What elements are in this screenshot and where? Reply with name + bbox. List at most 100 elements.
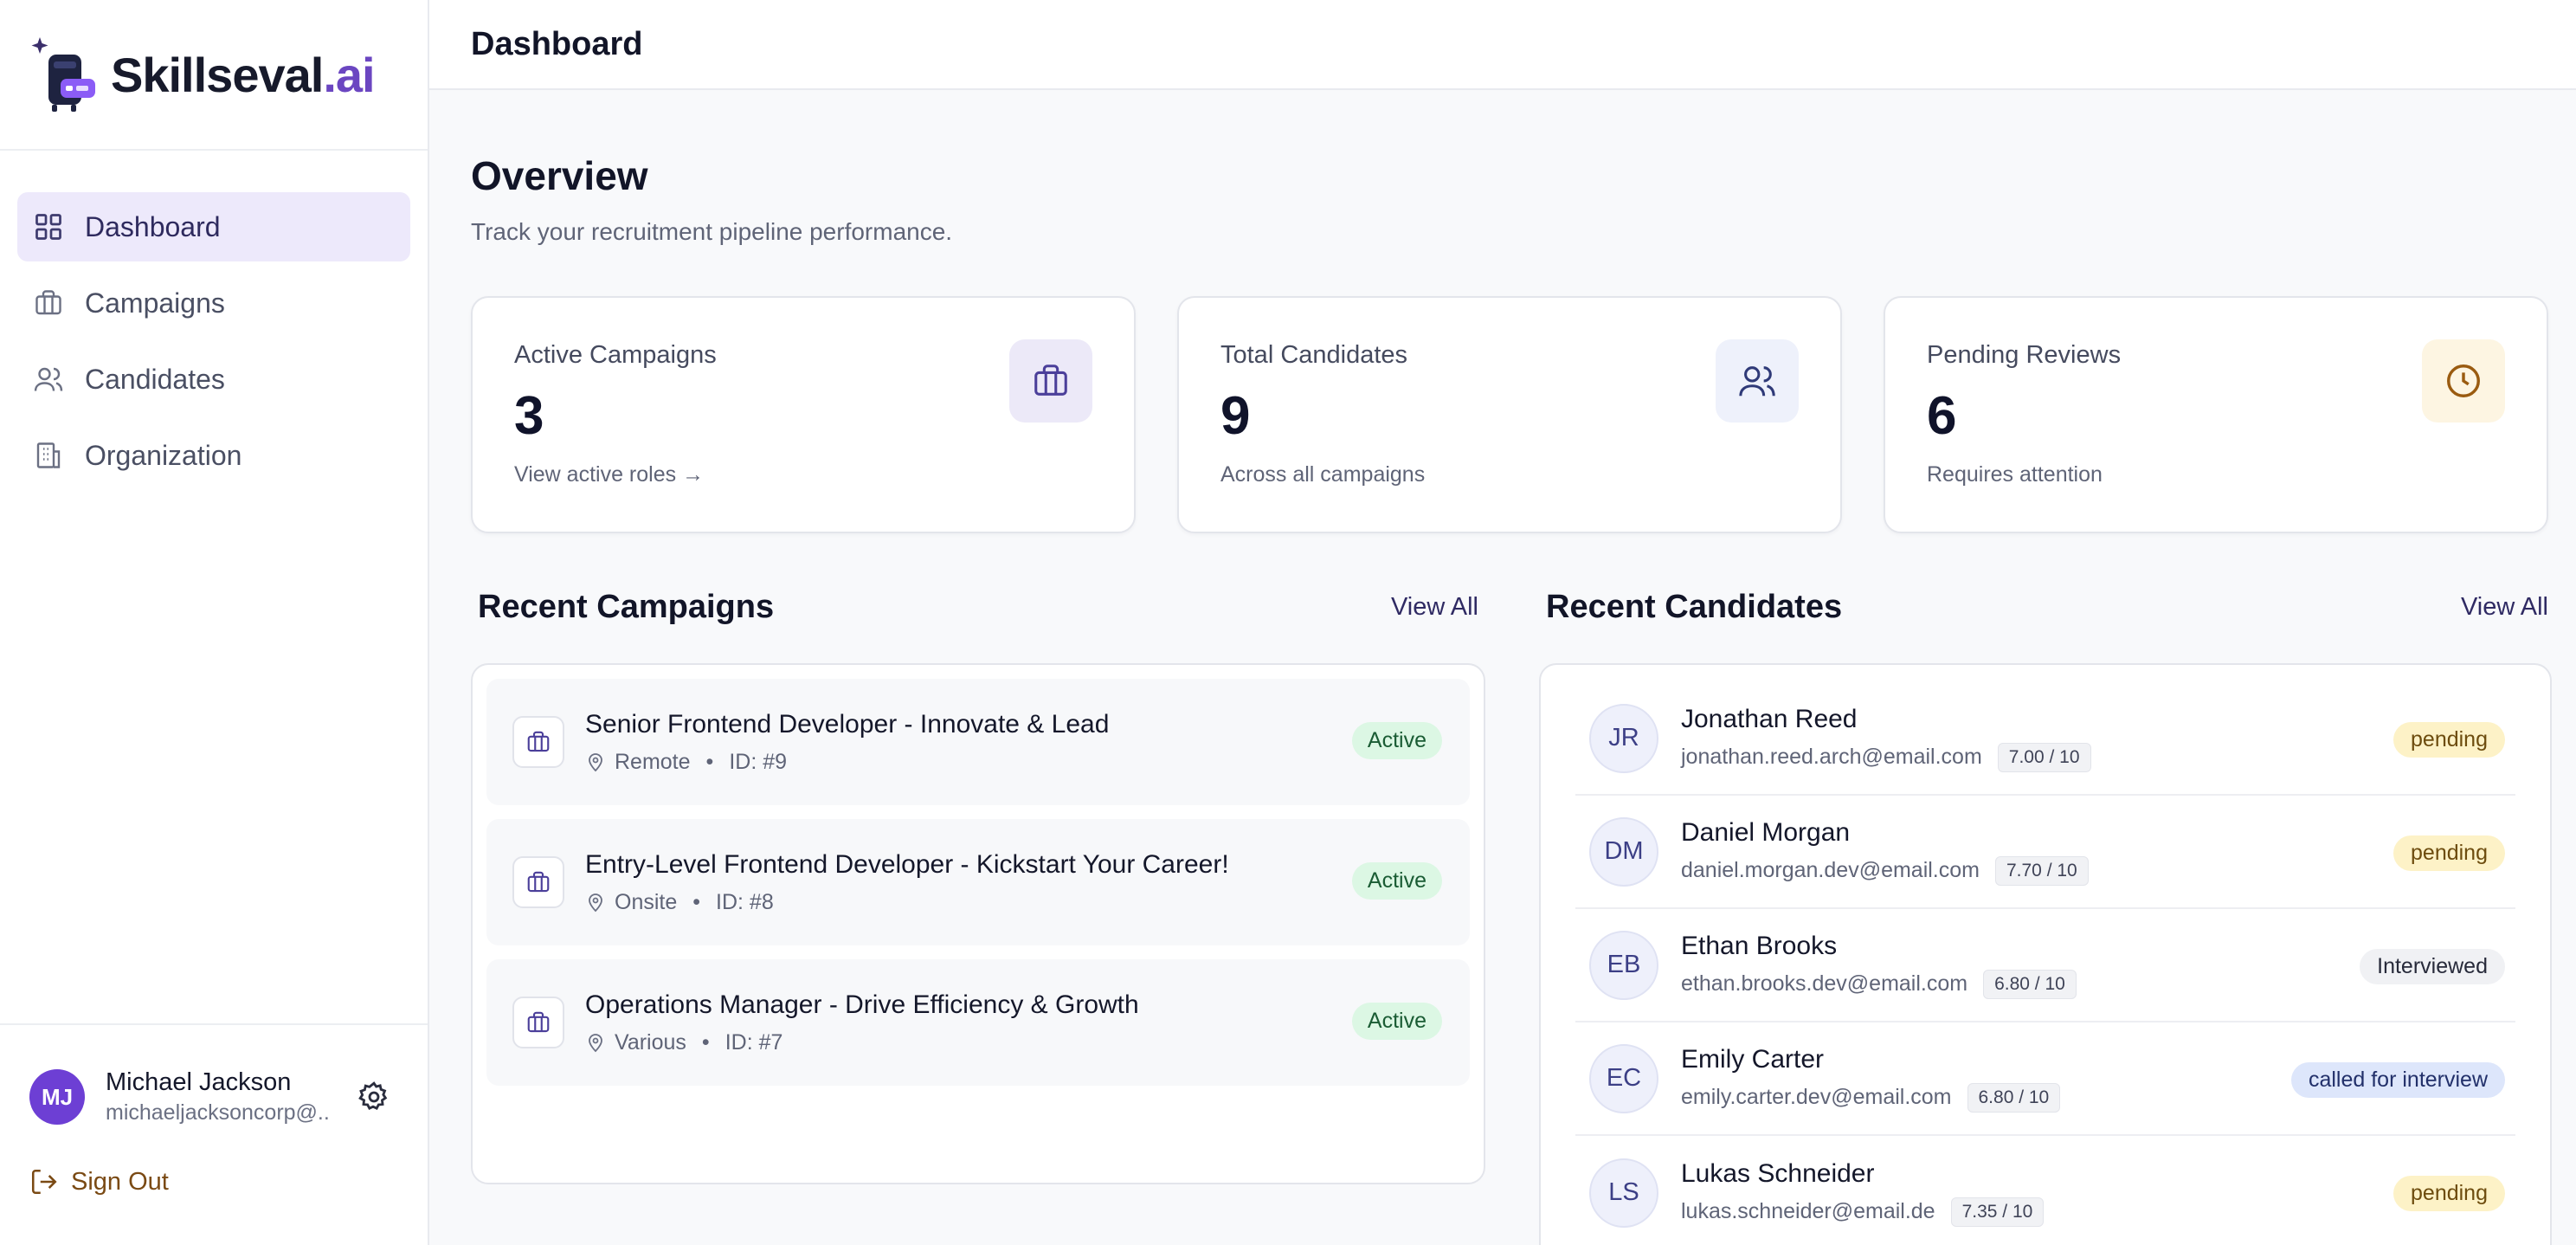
campaign-meta: Onsite • ID: #8 bbox=[585, 890, 1229, 915]
brand[interactable]: Skillseval.ai bbox=[0, 0, 428, 151]
avatar: MJ bbox=[29, 1069, 85, 1125]
briefcase-icon bbox=[1009, 339, 1092, 423]
brand-name: Skillseval.ai bbox=[111, 47, 376, 102]
status-badge: Interviewed bbox=[2360, 949, 2505, 984]
candidate-row[interactable]: EB Ethan Brooks ethan.brooks.dev@email.c… bbox=[1575, 909, 2515, 1022]
sidebar-item-candidates[interactable]: Candidates bbox=[17, 345, 410, 414]
avatar: DM bbox=[1589, 816, 1658, 887]
briefcase-icon bbox=[512, 856, 564, 908]
score-badge: 7.35 / 10 bbox=[1950, 1197, 2045, 1227]
main-content: Overview Track your recruitment pipeline… bbox=[429, 90, 2576, 1245]
stat-value: 9 bbox=[1220, 386, 1251, 446]
users-icon bbox=[31, 362, 66, 397]
candidate-email: ethan.brooks.dev@email.com bbox=[1681, 971, 1968, 996]
campaign-title: Senior Frontend Developer - Innovate & L… bbox=[585, 709, 1110, 739]
campaign-row[interactable]: Entry-Level Frontend Developer - Kicksta… bbox=[486, 819, 1470, 945]
user-name: Michael Jackson bbox=[106, 1068, 292, 1096]
sidebar-item-organization[interactable]: Organization bbox=[17, 421, 410, 490]
stat-card-total-candidates[interactable]: Total Candidates 9 Across all campaigns bbox=[1177, 296, 1842, 533]
stat-note: Requires attention bbox=[1927, 462, 2103, 487]
sidebar-item-dashboard[interactable]: Dashboard bbox=[17, 192, 410, 261]
view-active-roles-link[interactable]: View active roles → bbox=[514, 462, 705, 487]
users-icon bbox=[1716, 339, 1799, 423]
candidate-row[interactable]: EC Emily Carter emily.carter.dev@email.c… bbox=[1575, 1022, 2515, 1136]
campaign-id: ID: #8 bbox=[716, 889, 774, 914]
overview-title: Overview bbox=[471, 153, 648, 198]
section-title: Recent Candidates bbox=[1546, 589, 1843, 625]
gear-icon[interactable] bbox=[357, 1080, 391, 1114]
campaign-row[interactable]: Senior Frontend Developer - Innovate & L… bbox=[486, 679, 1470, 805]
candidate-row[interactable]: LS Lukas Schneider lukas.schneider@email… bbox=[1575, 1136, 2515, 1245]
stat-card-pending-reviews[interactable]: Pending Reviews 6 Requires attention bbox=[1884, 296, 2548, 533]
sidebar-item-label: Dashboard bbox=[85, 210, 221, 242]
stat-label: Total Candidates bbox=[1220, 341, 1408, 369]
avatar: EC bbox=[1589, 1043, 1658, 1113]
map-pin-icon bbox=[589, 1034, 602, 1053]
recent-campaigns-header: Recent Campaigns View All bbox=[478, 589, 1478, 626]
building-icon bbox=[31, 438, 66, 473]
sign-out-label: Sign Out bbox=[71, 1167, 169, 1196]
recent-campaigns-panel: Senior Frontend Developer - Innovate & L… bbox=[471, 663, 1485, 1184]
stat-value: 3 bbox=[514, 386, 544, 446]
stat-card-active-campaigns[interactable]: Active Campaigns 3 View active roles → bbox=[471, 296, 1136, 533]
sidebar: Skillseval.ai Dashboard Campaigns Candid… bbox=[0, 0, 429, 1245]
status-badge: Active bbox=[1351, 722, 1442, 759]
grid-icon bbox=[31, 210, 66, 244]
stat-note: Across all campaigns bbox=[1220, 462, 1426, 487]
status-badge: called for interview bbox=[2290, 1062, 2505, 1098]
user-profile[interactable]: MJ Michael Jackson michaeljacksoncorp@..… bbox=[0, 1025, 428, 1126]
sidebar-item-label: Organization bbox=[85, 439, 242, 471]
status-badge: pending bbox=[2393, 835, 2505, 871]
candidate-row[interactable]: JR Jonathan Reed jonathan.reed.arch@emai… bbox=[1575, 682, 2515, 796]
stats-row: Active Campaigns 3 View active roles → T… bbox=[471, 296, 2548, 533]
stat-label: Active Campaigns bbox=[514, 341, 717, 369]
avatar: EB bbox=[1589, 930, 1658, 1000]
candidate-name: Jonathan Reed bbox=[1681, 704, 1858, 733]
view-all-candidates-link[interactable]: View All bbox=[2460, 593, 2548, 621]
sidebar-item-label: Candidates bbox=[85, 363, 225, 395]
sidebar-footer: MJ Michael Jackson michaeljacksoncorp@..… bbox=[0, 1023, 428, 1245]
campaign-id: ID: #7 bbox=[724, 1029, 783, 1055]
score-badge: 7.70 / 10 bbox=[1994, 855, 2089, 886]
top-bar: Dashboard bbox=[429, 0, 2576, 90]
user-info: Michael Jackson michaeljacksoncorp@... bbox=[106, 1068, 331, 1126]
clock-icon bbox=[2422, 339, 2505, 423]
section-title: Recent Campaigns bbox=[478, 589, 775, 625]
candidate-name: Ethan Brooks bbox=[1681, 931, 1838, 960]
status-badge: pending bbox=[2393, 1176, 2505, 1211]
sidebar-item-label: Campaigns bbox=[85, 287, 225, 319]
candidate-name: Daniel Morgan bbox=[1681, 817, 1851, 847]
campaign-meta: Remote • ID: #9 bbox=[585, 750, 1109, 775]
candidate-row[interactable]: DM Daniel Morgan daniel.morgan.dev@email… bbox=[1575, 796, 2515, 909]
overview-subtitle: Track your recruitment pipeline performa… bbox=[471, 218, 953, 245]
briefcase-icon bbox=[31, 286, 66, 320]
status-badge: Active bbox=[1351, 1003, 1442, 1040]
stat-value: 6 bbox=[1927, 386, 1957, 446]
sidebar-item-campaigns[interactable]: Campaigns bbox=[17, 268, 410, 338]
separator-dot: • bbox=[701, 1029, 710, 1055]
briefcase-icon bbox=[512, 997, 564, 1048]
score-badge: 7.00 / 10 bbox=[1997, 742, 2091, 772]
score-badge: 6.80 / 10 bbox=[1967, 1082, 2061, 1113]
campaign-id: ID: #9 bbox=[729, 749, 788, 774]
sign-out-icon bbox=[31, 1169, 57, 1195]
status-badge: Active bbox=[1351, 862, 1442, 900]
campaign-title: Operations Manager - Drive Efficiency & … bbox=[585, 990, 1139, 1019]
candidate-email: emily.carter.dev@email.com bbox=[1681, 1085, 1952, 1109]
brand-logo-icon bbox=[31, 35, 104, 113]
candidate-name: Lukas Schneider bbox=[1681, 1158, 1875, 1188]
separator-dot: • bbox=[705, 749, 714, 774]
stat-label: Pending Reviews bbox=[1927, 341, 2122, 369]
view-all-campaigns-link[interactable]: View All bbox=[1390, 593, 1478, 621]
sign-out-button[interactable]: Sign Out bbox=[0, 1126, 428, 1197]
recent-candidates-panel: JR Jonathan Reed jonathan.reed.arch@emai… bbox=[1539, 663, 2552, 1245]
candidate-email: jonathan.reed.arch@email.com bbox=[1681, 745, 1982, 769]
sidebar-nav: Dashboard Campaigns Candidates Organizat… bbox=[0, 151, 428, 490]
campaign-row[interactable]: Operations Manager - Drive Efficiency & … bbox=[486, 959, 1470, 1086]
avatar: LS bbox=[1589, 1158, 1658, 1228]
candidate-email: daniel.morgan.dev@email.com bbox=[1681, 858, 1980, 882]
map-pin-icon bbox=[589, 753, 602, 772]
recent-candidates-header: Recent Candidates View All bbox=[1546, 589, 2548, 626]
page-title: Dashboard bbox=[471, 25, 643, 62]
campaign-location: Onsite bbox=[615, 889, 678, 914]
